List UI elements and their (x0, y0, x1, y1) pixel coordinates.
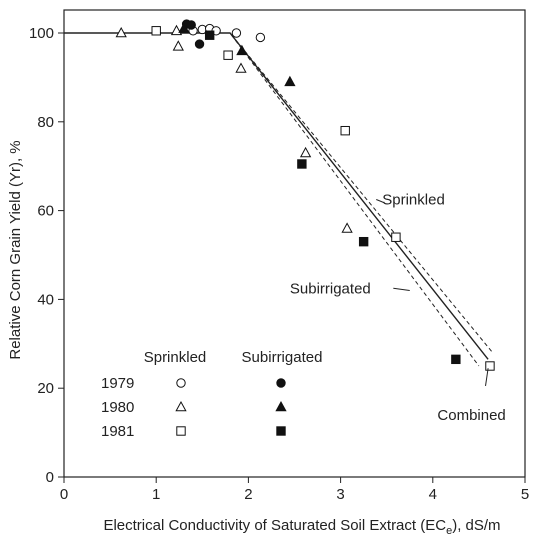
data-point-1980-sprinkled (172, 40, 184, 51)
data-point-1980-sprinkled (235, 62, 247, 73)
data-point-1981-subirrigated (204, 30, 215, 40)
data-point-1981-sprinkled (485, 361, 495, 371)
data-point-1981-sprinkled (340, 125, 350, 136)
data-point-1979-subirrigated (186, 20, 196, 30)
x-tick-label: 0 (60, 486, 68, 503)
annotation-sprinkled: Sprinkled (382, 192, 445, 209)
annotation-leader (393, 287, 410, 292)
y-axis-label: Relative Corn Grain Yield (Yr), % (7, 140, 24, 359)
plot-frame (63, 9, 526, 478)
data-point-1981-subirrigated (451, 354, 461, 365)
x-tick-label: 4 (429, 486, 437, 503)
legend-year: 1981 (101, 423, 134, 440)
data-point-1981-subirrigated (297, 159, 307, 169)
data-point-1981-sprinkled (151, 26, 161, 36)
line-sprinkled (64, 32, 494, 354)
annotation-leader (376, 199, 385, 204)
annotation-leader (485, 368, 489, 387)
data-point-1980-subirrigated (178, 22, 190, 33)
legend-marker-sprinkled (176, 378, 186, 388)
data-point-1980-sprinkled (341, 222, 353, 233)
data-point-1980-subirrigated (284, 75, 296, 87)
data-point-1979-sprinkled (231, 28, 242, 38)
data-point-1979-subirrigated (194, 39, 205, 49)
legend-marker-sprinkled (176, 426, 186, 436)
legend-marker-subirrigated (275, 400, 287, 412)
data-point-1980-sprinkled (299, 146, 312, 158)
x-tick-label: 1 (152, 486, 160, 503)
data-point-1981-subirrigated (358, 236, 369, 247)
legend-year: 1980 (101, 399, 134, 416)
x-axis-label-suffix: ), dS/m (452, 517, 500, 534)
data-point-1980-subirrigated (236, 44, 248, 56)
annotation-subirrigated: Subirrigated (290, 280, 371, 297)
x-tick-label: 3 (336, 486, 344, 503)
y-tick-label: 40 (37, 291, 54, 308)
x-axis-label-main: Electrical Conductivity of Saturated Soi… (103, 517, 446, 534)
y-tick-label: 100 (29, 25, 54, 42)
data-point-1979-sprinkled (255, 32, 266, 43)
legend-header: Sprinkled (144, 349, 207, 366)
x-axis-label: Electrical Conductivity of Saturated Soi… (103, 517, 500, 537)
legend-marker-sprinkled (175, 400, 187, 412)
y-tick-label: 80 (37, 114, 54, 131)
legend-marker-subirrigated (276, 378, 286, 388)
y-tick-label: 0 (46, 469, 54, 486)
x-tick-label: 5 (521, 486, 529, 503)
line-subirrigated (64, 32, 480, 367)
legend-marker-subirrigated (276, 426, 286, 436)
x-tick-label: 2 (244, 486, 252, 503)
data-point-1980-sprinkled (115, 26, 127, 38)
data-point-1981-sprinkled (391, 232, 401, 242)
x-axis-label-subscript: e (446, 525, 452, 537)
legend-year: 1979 (101, 375, 134, 392)
legend-header: Subirrigated (242, 349, 323, 366)
annotation-combined: Combined (437, 407, 505, 424)
y-tick-label: 20 (37, 380, 54, 397)
data-point-1981-sprinkled (223, 50, 233, 60)
y-tick-label: 60 (37, 203, 54, 220)
